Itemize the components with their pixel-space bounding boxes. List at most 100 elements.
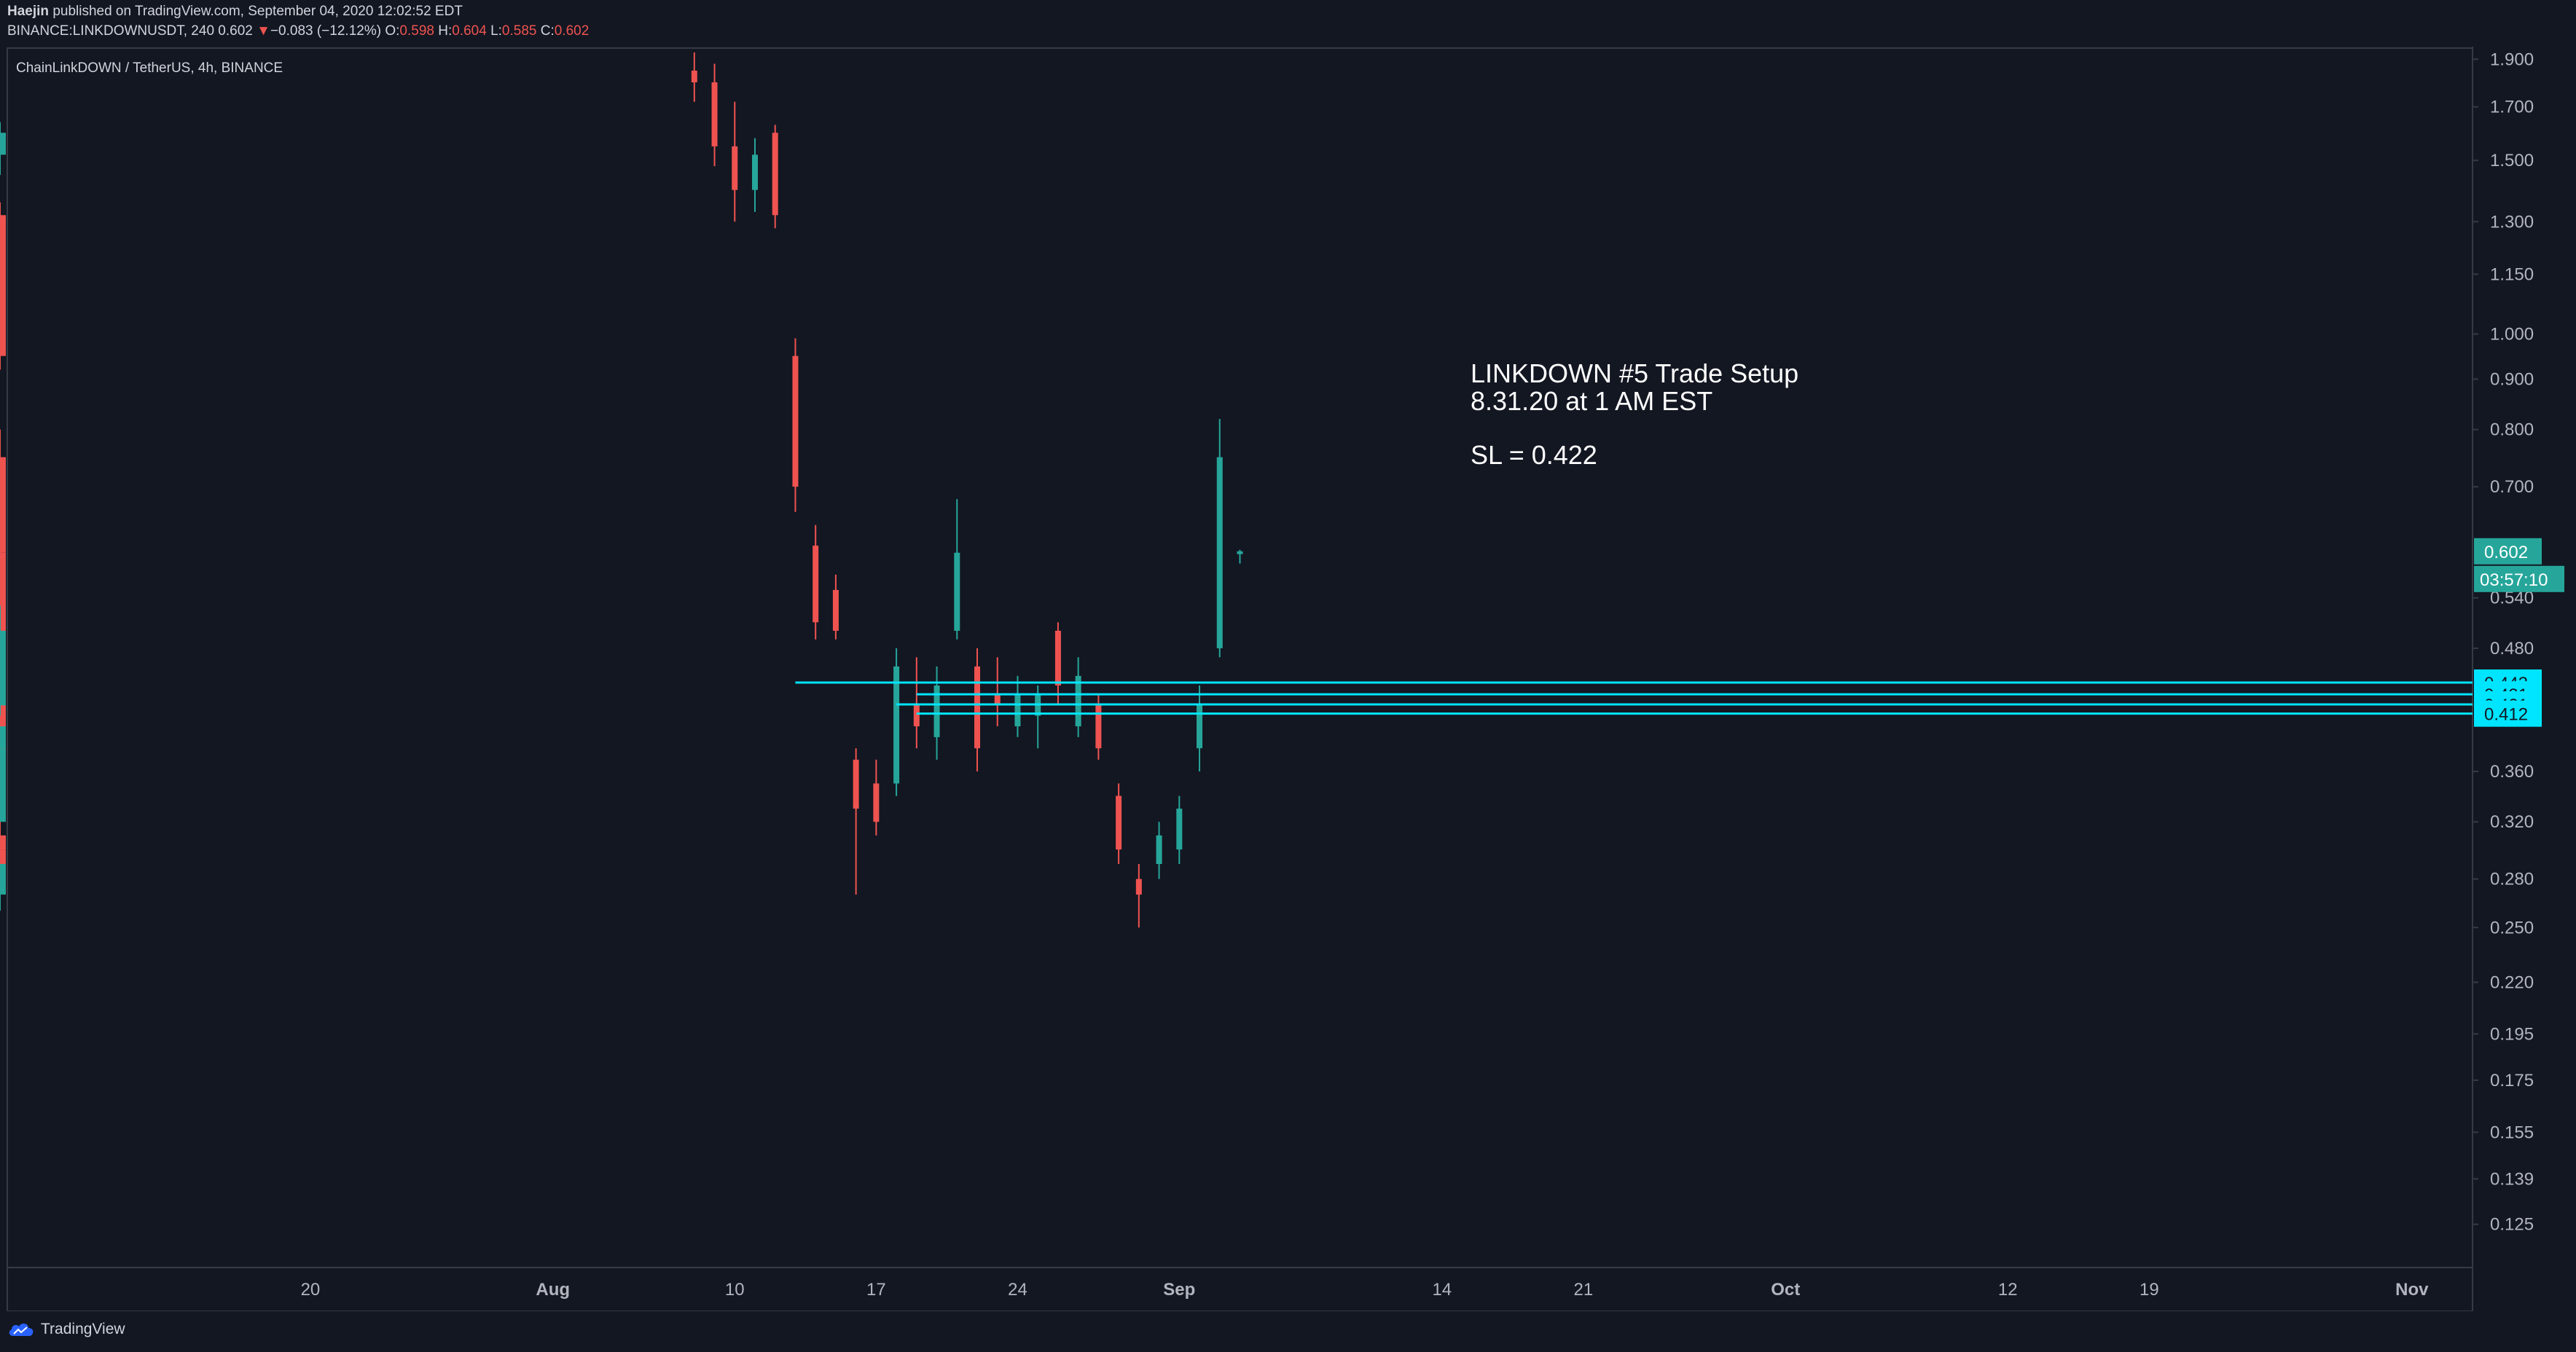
high-value: 0.604 <box>452 23 487 39</box>
y-tick-label-0: 0.125 <box>2490 1215 2534 1235</box>
low-value: 0.585 <box>501 23 537 39</box>
candle-37 <box>1095 695 1102 760</box>
price-axis[interactable]: 0.125 0.139 0.155 0.175 0.195 0.220 0.250 0.280… <box>2473 50 2534 1235</box>
candle-46 <box>0 726 6 822</box>
price-change: −0.083 (−12.12%) <box>270 23 382 39</box>
candle-body <box>1014 695 1021 727</box>
y-tick-label-11: 0.480 <box>2490 639 2534 659</box>
annotation-title[interactable]: LINKDOWN #5 Trade Setup <box>1471 358 1798 388</box>
candle-27 <box>994 657 1001 727</box>
symbol-line: BINANCE:LINKDOWNUSDT, 240 <box>7 23 215 39</box>
candle-body <box>1216 457 1223 648</box>
x-tick-label-1: Aug <box>536 1280 570 1300</box>
time-axis[interactable]: 20 Aug 10 17 24 Sep 14 21 Oct 12 19 Nov <box>301 1280 2430 1300</box>
candle-3 <box>751 138 758 212</box>
candle-body <box>0 835 6 850</box>
candle-11 <box>832 574 839 640</box>
candle-body <box>954 552 960 631</box>
candle-50 <box>0 429 6 567</box>
candle-39 <box>1116 783 1122 865</box>
candle-5 <box>772 125 778 229</box>
ohlc-line: BINANCE:LINKDOWNUSDT, 240 0.602 ▼−0.083 … <box>7 23 589 39</box>
candle-body <box>0 748 6 809</box>
candle-9 <box>813 524 819 640</box>
annotation-stop-loss[interactable]: SL = 0.422 <box>1471 440 1597 470</box>
candle-body <box>792 355 799 487</box>
last-price: 0.602 <box>218 23 253 39</box>
annotation-date[interactable]: 8.31.20 at 1 AM EST <box>1471 386 1712 416</box>
high-label: H: <box>438 23 453 39</box>
candle-body <box>1176 809 1183 850</box>
chart-header: Haejin published on TradingView.com, Sep… <box>0 0 2576 47</box>
candle-4 <box>0 122 6 176</box>
close-value: 0.602 <box>554 23 590 39</box>
candle-17 <box>893 648 900 796</box>
y-tick-label-9: 0.360 <box>2490 762 2534 782</box>
candle-6 <box>0 202 6 370</box>
candle-19 <box>913 657 920 749</box>
candle-body <box>1116 795 1122 850</box>
candle-29 <box>1014 675 1021 737</box>
brand-label: TradingView <box>41 1321 125 1337</box>
candle-43 <box>1156 822 1162 879</box>
x-tick-label-2: 10 <box>725 1280 745 1300</box>
open-value: 0.598 <box>399 23 434 39</box>
candle-body <box>772 133 778 216</box>
candle-24 <box>0 538 6 686</box>
footer: TradingView <box>0 1311 2576 1352</box>
candle-body <box>933 685 940 737</box>
candle-body <box>1237 551 1243 554</box>
candle-body <box>813 546 819 623</box>
candle-body <box>853 759 859 809</box>
candle-body <box>1054 630 1061 686</box>
y-tick-label-6: 0.250 <box>2490 918 2534 938</box>
y-tick-label-15: 0.900 <box>2490 369 2534 389</box>
candle-42 <box>0 849 6 911</box>
level-label-box-3 <box>2474 700 2542 727</box>
candle-body <box>1095 705 1102 749</box>
candle-23 <box>954 499 960 640</box>
y-tick-label-5: 0.220 <box>2490 972 2534 992</box>
candle-49 <box>1216 419 1223 658</box>
candle-48 <box>0 630 6 716</box>
candle-body <box>994 695 1001 706</box>
y-tick-label-2: 0.155 <box>2490 1123 2534 1142</box>
y-tick-label-16: 1.000 <box>2490 325 2534 345</box>
y-tick-label-3: 0.175 <box>2490 1071 2534 1090</box>
x-tick-label-11: Nov <box>2395 1280 2429 1300</box>
y-tick-label-7: 0.280 <box>2490 870 2534 889</box>
x-tick-label-10: 19 <box>2140 1280 2159 1300</box>
tradingview-brand[interactable]: TradingView <box>7 1321 125 1338</box>
candle-15 <box>873 759 880 836</box>
candle-body <box>1135 879 1142 895</box>
level-labels-group: 0.4430.4310.4210.412 <box>2474 669 2542 727</box>
y-tick-label-19: 1.500 <box>2490 151 2534 170</box>
candle-body <box>0 864 6 895</box>
price-chart[interactable]: 0.125 0.139 0.155 0.175 0.195 0.220 0.250 0.280… <box>0 0 2576 1311</box>
x-tick-label-6: 14 <box>1432 1280 1452 1300</box>
candle-2 <box>732 101 738 222</box>
open-label: O: <box>385 23 400 39</box>
countdown-value: 03:57:10 <box>2480 570 2548 590</box>
level-label-3: 0.412 <box>2484 705 2528 725</box>
candle-body <box>0 215 6 356</box>
plot-area[interactable] <box>7 47 2473 1311</box>
candle-body <box>0 133 6 155</box>
y-tick-label-8: 0.320 <box>2490 812 2534 832</box>
low-label: L: <box>490 23 502 39</box>
candle-body <box>691 70 697 83</box>
candle-47 <box>1197 685 1203 771</box>
candle-body <box>974 666 981 749</box>
candle-body <box>1156 835 1162 865</box>
candle-1 <box>711 63 718 167</box>
x-tick-label-5: Sep <box>1163 1280 1195 1300</box>
symbol-legend: ChainLinkDOWN / TetherUS, 4h, BINANCE <box>16 60 283 76</box>
candle-body <box>893 666 900 784</box>
author-name[interactable]: Haejin <box>7 4 50 19</box>
candle-34 <box>0 666 6 749</box>
y-tick-label-18: 1.300 <box>2490 212 2534 232</box>
candle-body <box>913 705 920 727</box>
x-tick-label-3: 17 <box>866 1280 886 1300</box>
close-label: C: <box>540 23 555 39</box>
cloud-logo-icon <box>9 1324 34 1336</box>
